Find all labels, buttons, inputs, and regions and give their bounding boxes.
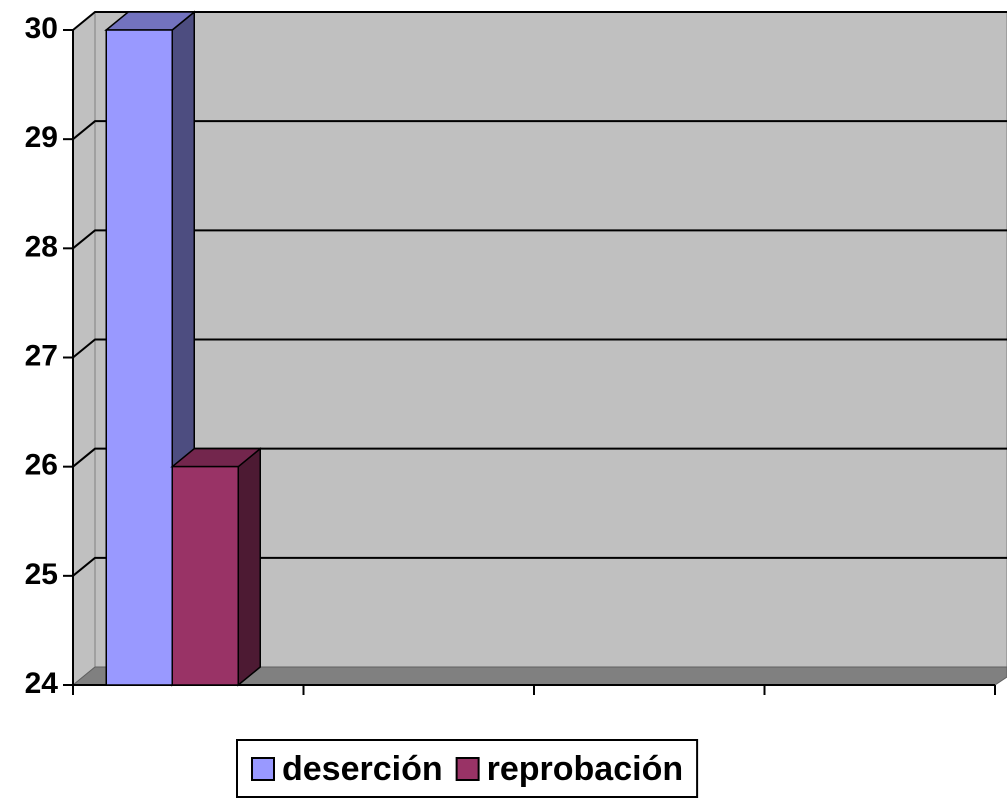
legend-swatch [455, 757, 480, 781]
bar-face [171, 465, 239, 686]
y-tick-label: 25 [25, 558, 58, 591]
grid-line [72, 556, 1007, 577]
y-tick-label: 27 [25, 339, 58, 372]
y-tick-label: 30 [25, 12, 58, 45]
y-tick-label: 29 [25, 121, 58, 154]
bar-face [237, 447, 261, 687]
bar [170, 447, 263, 687]
legend-label: reprobación [487, 750, 683, 788]
y-tick-label: 26 [25, 449, 58, 482]
grid-line [72, 229, 1007, 250]
grid-line [72, 11, 1007, 31]
legend-swatch [251, 757, 275, 781]
y-tick-label: 28 [25, 230, 58, 263]
legend-label: deserción [282, 750, 443, 788]
grid-line [72, 338, 1007, 359]
grid-line [72, 447, 1007, 468]
grid-line [72, 120, 1007, 140]
y-tick-label: 24 [25, 667, 59, 700]
bar-face [105, 29, 173, 686]
